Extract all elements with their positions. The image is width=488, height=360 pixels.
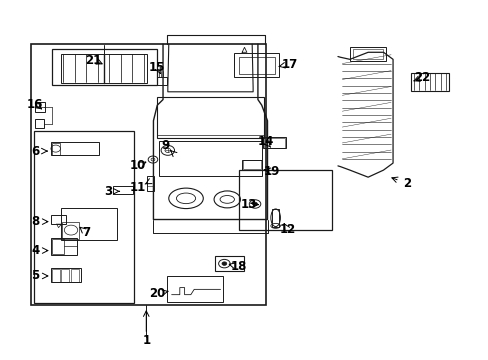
Bar <box>52 49 157 85</box>
Bar <box>61 269 69 282</box>
Text: 21: 21 <box>85 54 102 67</box>
Text: 4: 4 <box>31 244 39 257</box>
Bar <box>166 276 223 302</box>
Bar <box>262 137 285 148</box>
Bar <box>51 142 99 155</box>
Text: 19: 19 <box>264 165 280 178</box>
Bar <box>238 170 331 230</box>
Text: 1: 1 <box>142 334 150 347</box>
Bar <box>61 208 116 240</box>
Bar <box>51 215 66 224</box>
Bar <box>51 238 77 255</box>
Bar <box>272 209 279 226</box>
Text: 3: 3 <box>103 185 112 198</box>
Bar <box>51 268 81 282</box>
Text: 10: 10 <box>130 159 146 172</box>
Bar <box>146 176 154 190</box>
Bar <box>71 269 79 282</box>
Text: 11: 11 <box>130 181 146 194</box>
Bar <box>352 49 382 59</box>
Bar <box>34 131 134 303</box>
Bar <box>159 141 261 176</box>
Bar <box>214 256 244 271</box>
Text: 9: 9 <box>161 139 169 152</box>
Text: 7: 7 <box>82 226 90 239</box>
Bar <box>52 239 64 254</box>
Bar <box>35 102 45 112</box>
Bar <box>61 54 146 83</box>
Text: 13: 13 <box>241 198 257 211</box>
Circle shape <box>252 202 257 206</box>
Text: 8: 8 <box>31 215 39 228</box>
Bar <box>410 73 447 91</box>
Bar <box>238 57 274 74</box>
Bar <box>157 97 263 138</box>
Text: 2: 2 <box>403 177 411 190</box>
Bar <box>112 186 133 194</box>
Bar <box>263 138 284 148</box>
Bar <box>35 119 44 128</box>
Text: 22: 22 <box>413 71 429 84</box>
Bar <box>31 44 265 305</box>
Bar <box>242 159 262 170</box>
Text: 12: 12 <box>279 223 295 236</box>
Bar <box>52 269 60 282</box>
Text: 18: 18 <box>230 260 246 273</box>
Text: 6: 6 <box>31 145 39 158</box>
Text: 5: 5 <box>31 270 39 283</box>
Bar <box>349 47 385 61</box>
Text: 16: 16 <box>27 98 43 111</box>
Bar <box>233 53 279 77</box>
Text: 15: 15 <box>149 60 165 73</box>
Bar <box>157 77 166 85</box>
Text: 14: 14 <box>257 135 274 148</box>
Bar <box>243 160 261 170</box>
Text: 17: 17 <box>281 58 298 71</box>
Text: 20: 20 <box>149 287 165 300</box>
Circle shape <box>222 262 226 265</box>
Bar <box>62 222 79 239</box>
Bar <box>52 143 60 154</box>
